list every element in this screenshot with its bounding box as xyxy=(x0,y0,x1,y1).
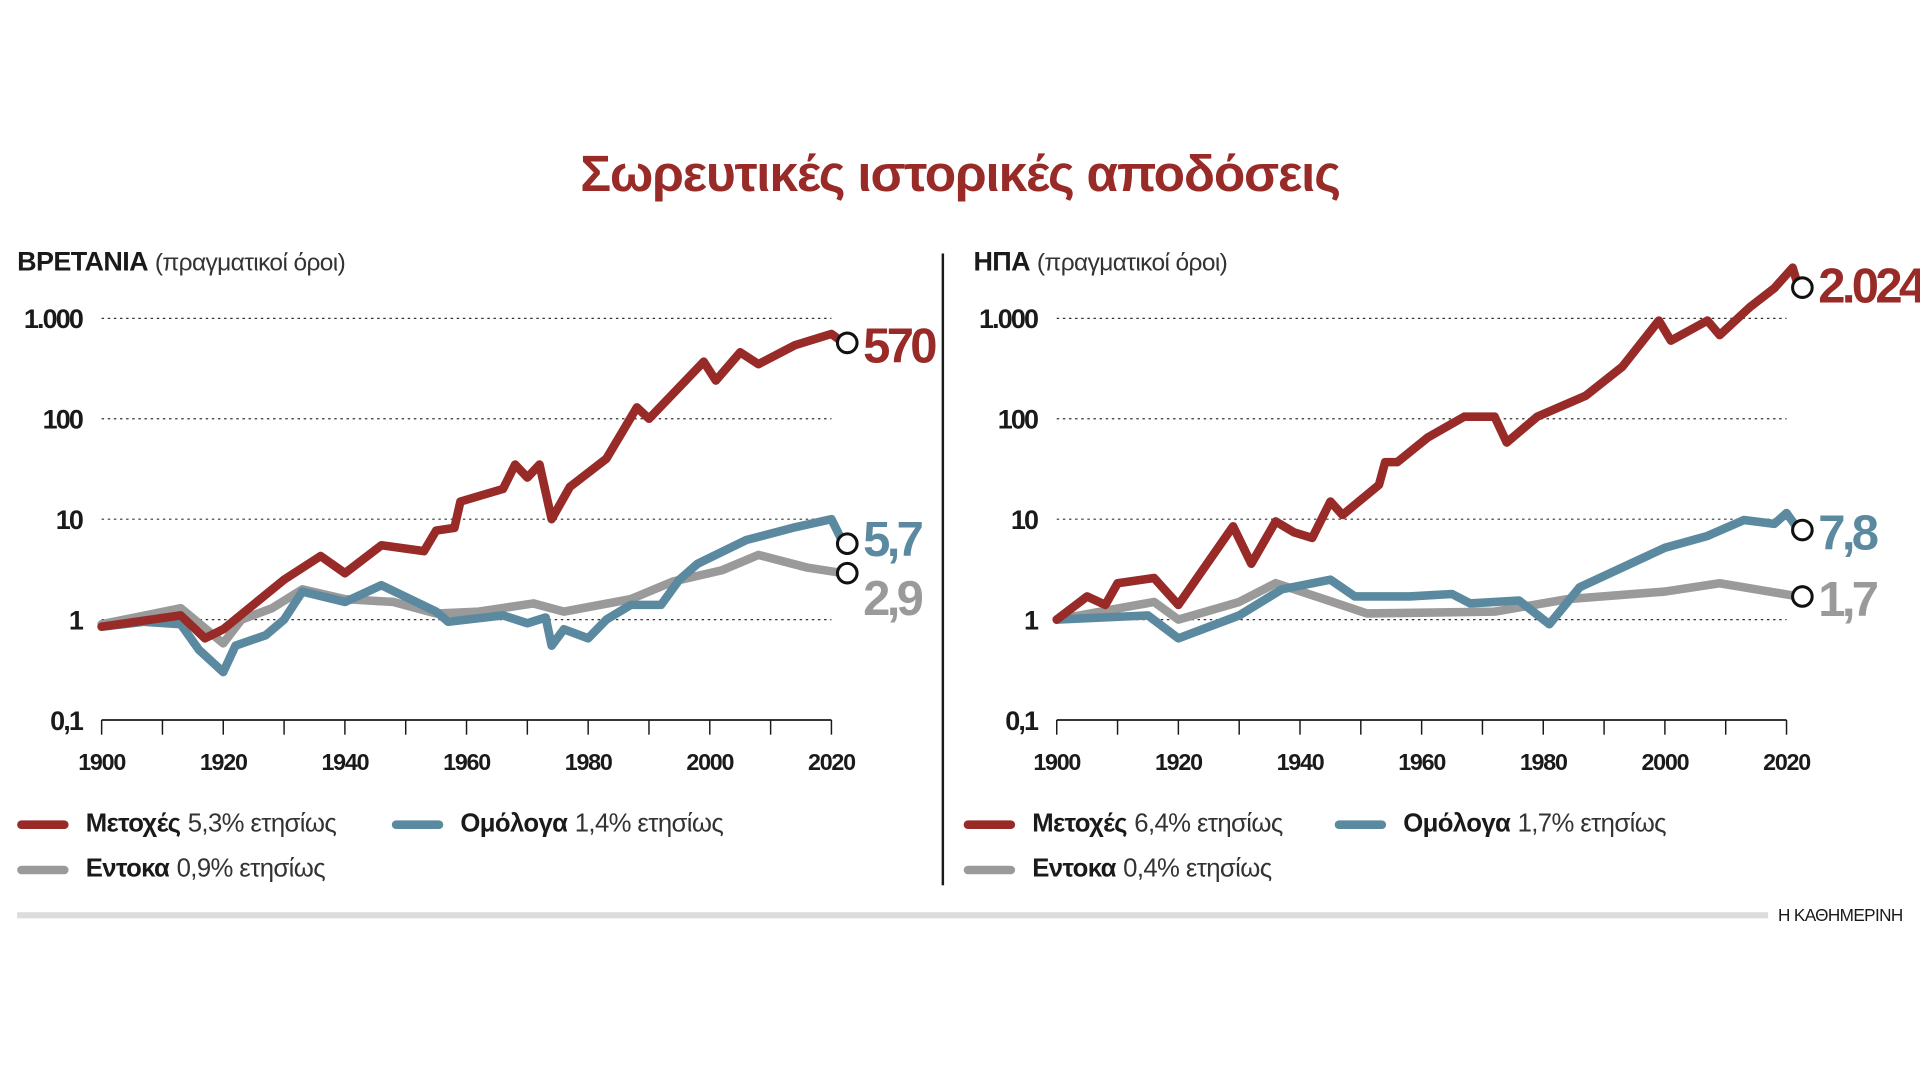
legend-item-bills: Εντοκα 0,4% ετησίως xyxy=(963,854,1272,884)
panel-subtitle: (πραγματικοί όροι) xyxy=(1036,249,1228,277)
x-tick-label: 2000 xyxy=(686,749,733,775)
y-tick-label: 1.000 xyxy=(24,304,83,334)
y-tick-label: 1 xyxy=(1024,605,1039,635)
panel-divider xyxy=(941,253,945,886)
end-marker xyxy=(1791,585,1814,608)
x-tick-label: 1920 xyxy=(1155,749,1202,775)
end-marker xyxy=(835,561,859,585)
panel-title: ΗΠΑ xyxy=(973,246,1031,277)
chart-title: Σωρευτικές ιστορικές αποδόσεις xyxy=(580,144,1341,203)
legend-item-stocks: Μετοχές 5,3% ετησίως xyxy=(17,809,337,838)
end-value-label: 7,8 xyxy=(1818,507,1877,561)
legend-label: Μετοχές xyxy=(85,809,181,838)
x-tick-label: 1960 xyxy=(1398,749,1445,775)
legend-label: Εντοκα xyxy=(1032,854,1116,883)
x-tick-label: 1960 xyxy=(443,749,490,775)
x-tick-label: 2020 xyxy=(1763,749,1810,775)
legend-swatch xyxy=(963,819,1016,829)
panel-subtitle: (πραγματικοί όροι) xyxy=(154,249,346,277)
legend-item-stocks: Μετοχές 6,4% ετησίως xyxy=(963,809,1283,838)
x-tick-label: 1900 xyxy=(78,749,125,775)
legend-label: Εντοκα xyxy=(85,854,170,883)
legend-rate: 1,7% ετησίως xyxy=(1517,809,1667,838)
panel-title: ΒΡΕΤΑΝΙΑ xyxy=(17,246,148,277)
legend-swatch xyxy=(1334,819,1387,829)
series-line-Ομόλογα xyxy=(1052,508,1803,643)
end-value-label: 570 xyxy=(863,319,936,373)
panel-heading-us: ΗΠΑ (πραγματικοί όροι) xyxy=(973,246,1227,278)
end-marker xyxy=(1791,276,1814,299)
x-tick-label: 1900 xyxy=(1033,749,1080,775)
chart-panel-0: 1.000 100 10 1 0,1 1900 1920 1940 1960 1980 2000 20… xyxy=(24,304,940,775)
end-value-label: 5,7 xyxy=(863,513,922,567)
legend-rate: 5,3% ετησίως xyxy=(187,809,337,838)
legend-item-bonds: Ομόλογα 1,4% ετησίως xyxy=(391,809,724,838)
series-line-Εντοκα xyxy=(1052,578,1803,624)
end-value-label: 2,9 xyxy=(863,572,922,626)
y-tick-label: 10 xyxy=(1011,505,1038,535)
end-value-label: 1,7 xyxy=(1818,573,1877,627)
legend-label: Ομόλογα xyxy=(1403,809,1511,838)
y-tick-label: 100 xyxy=(998,405,1038,435)
x-tick-label: 1940 xyxy=(321,749,368,775)
x-tick-label: 1980 xyxy=(565,749,612,775)
y-tick-label: 1 xyxy=(69,605,84,635)
legend-label: Ομόλογα xyxy=(460,809,568,838)
x-tick-label: 1940 xyxy=(1277,749,1324,775)
series-line-Εντοκα xyxy=(97,550,848,648)
legend-swatch xyxy=(963,865,1016,874)
legend-rate: 0,4% ετησίως xyxy=(1123,854,1272,883)
y-tick-label: 0,1 xyxy=(50,706,84,736)
chart-panel-1: 1.000 100 10 1 0,1 1900 1920 1940 1960 1980 2000 20… xyxy=(979,259,1920,775)
legend-item-bills: Εντοκα 0,9% ετησίως xyxy=(17,854,326,884)
legend-swatch xyxy=(17,865,69,874)
end-marker xyxy=(835,331,859,355)
end-value-label: 2.024 xyxy=(1818,259,1920,313)
series-line-Ομόλογα xyxy=(97,514,848,677)
x-tick-label: 1920 xyxy=(200,749,247,775)
end-marker xyxy=(1791,518,1814,542)
y-tick-label: 100 xyxy=(43,405,83,435)
x-tick-label: 2020 xyxy=(808,749,855,775)
publisher-credit: Η ΚΑΘΗΜΕΡΙΝΗ xyxy=(1777,904,1903,925)
legend-item-bonds: Ομόλογα 1,7% ετησίως xyxy=(1334,809,1667,838)
panel-heading-uk: ΒΡΕΤΑΝΙΑ (πραγματικοί όροι) xyxy=(17,246,346,278)
y-tick-label: 1.000 xyxy=(979,304,1038,334)
x-tick-label: 2000 xyxy=(1641,749,1688,775)
legend-rate: 6,4% ετησίως xyxy=(1134,809,1283,838)
legend-rate: 0,9% ετησίως xyxy=(176,854,326,883)
legend-label: Μετοχές xyxy=(1032,809,1127,838)
end-marker xyxy=(835,532,859,556)
legend-rate: 1,4% ετησίως xyxy=(574,809,724,838)
legend-swatch xyxy=(17,819,69,829)
series-line-Μετοχές xyxy=(1052,263,1803,624)
bottom-rule xyxy=(17,912,1769,919)
legend-swatch xyxy=(391,819,444,829)
x-tick-label: 1980 xyxy=(1520,749,1567,775)
series-line-Μετοχές xyxy=(97,329,848,643)
y-tick-label: 10 xyxy=(56,505,83,535)
y-tick-label: 0,1 xyxy=(1005,706,1039,736)
